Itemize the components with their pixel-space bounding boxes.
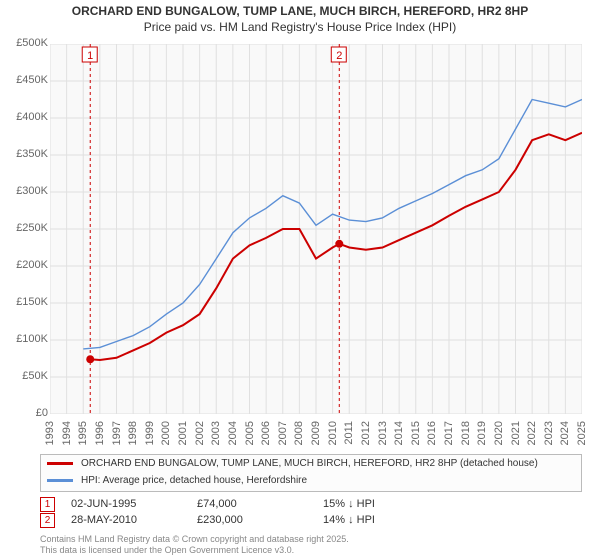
x-axis-label: 1994 — [61, 421, 73, 451]
legend-swatch — [47, 462, 73, 465]
legend-label: ORCHARD END BUNGALOW, TUMP LANE, MUCH BI… — [81, 458, 538, 469]
legend-label: HPI: Average price, detached house, Here… — [81, 475, 307, 486]
svg-text:1: 1 — [87, 50, 93, 62]
title-line1: ORCHARD END BUNGALOW, TUMP LANE, MUCH BI… — [72, 4, 528, 18]
x-axis-label: 1998 — [127, 421, 139, 451]
x-axis-label: 2014 — [393, 421, 405, 451]
footer-line1: Contains HM Land Registry data © Crown c… — [40, 534, 349, 544]
x-axis-label: 2015 — [410, 421, 422, 451]
x-axis-label: 2024 — [559, 421, 571, 451]
legend-box: ORCHARD END BUNGALOW, TUMP LANE, MUCH BI… — [40, 454, 582, 492]
sale-delta: 15% ↓ HPI — [323, 498, 443, 510]
x-axis-label: 2000 — [160, 421, 172, 451]
x-axis-label: 2001 — [177, 421, 189, 451]
x-axis-label: 2004 — [227, 421, 239, 451]
x-axis-label: 1999 — [144, 421, 156, 451]
x-axis-label: 2012 — [360, 421, 372, 451]
chart-plot: 12 — [50, 44, 582, 414]
x-axis-label: 2021 — [510, 421, 522, 451]
sale-row: 1 02-JUN-1995 £74,000 15% ↓ HPI — [40, 496, 580, 512]
x-axis-label: 2009 — [310, 421, 322, 451]
sale-date: 28-MAY-2010 — [71, 514, 191, 526]
x-axis-label: 2013 — [377, 421, 389, 451]
sale-row: 2 28-MAY-2010 £230,000 14% ↓ HPI — [40, 512, 580, 528]
x-axis-label: 2018 — [460, 421, 472, 451]
y-axis-label: £250K — [0, 222, 48, 234]
x-axis-label: 1997 — [111, 421, 123, 451]
x-axis-label: 2010 — [327, 421, 339, 451]
x-axis-label: 2008 — [293, 421, 305, 451]
legend-item: ORCHARD END BUNGALOW, TUMP LANE, MUCH BI… — [41, 455, 581, 472]
x-axis-label: 2003 — [210, 421, 222, 451]
legend-swatch — [47, 479, 73, 482]
x-axis-label: 1993 — [44, 421, 56, 451]
svg-text:2: 2 — [336, 50, 342, 62]
y-axis-label: £100K — [0, 333, 48, 345]
x-axis-label: 2022 — [526, 421, 538, 451]
y-axis-label: £450K — [0, 74, 48, 86]
x-axis-label: 2007 — [277, 421, 289, 451]
x-axis-label: 2017 — [443, 421, 455, 451]
x-axis-label: 2002 — [194, 421, 206, 451]
footer-text: Contains HM Land Registry data © Crown c… — [40, 534, 580, 556]
sale-price: £74,000 — [197, 498, 317, 510]
y-axis-label: £200K — [0, 259, 48, 271]
y-axis-label: £300K — [0, 185, 48, 197]
y-axis-label: £150K — [0, 296, 48, 308]
x-axis-label: 1996 — [94, 421, 106, 451]
x-axis-label: 2005 — [244, 421, 256, 451]
y-axis-label: £350K — [0, 148, 48, 160]
y-axis-label: £500K — [0, 37, 48, 49]
chart-title: ORCHARD END BUNGALOW, TUMP LANE, MUCH BI… — [0, 4, 600, 35]
legend-item: HPI: Average price, detached house, Here… — [41, 472, 581, 489]
x-axis-label: 2019 — [476, 421, 488, 451]
x-axis-label: 2011 — [343, 421, 355, 451]
x-axis-label: 2025 — [576, 421, 588, 451]
x-axis-label: 1995 — [77, 421, 89, 451]
y-axis-label: £50K — [0, 370, 48, 382]
title-line2: Price paid vs. HM Land Registry's House … — [144, 20, 456, 34]
x-axis-label: 2023 — [543, 421, 555, 451]
y-axis-label: £400K — [0, 111, 48, 123]
sales-list: 1 02-JUN-1995 £74,000 15% ↓ HPI 2 28-MAY-2010… — [40, 496, 580, 528]
sale-date: 02-JUN-1995 — [71, 498, 191, 510]
sale-delta: 14% ↓ HPI — [323, 514, 443, 526]
sale-marker-icon: 1 — [40, 497, 55, 512]
y-axis-label: £0 — [0, 407, 48, 419]
x-axis-label: 2006 — [260, 421, 272, 451]
sale-marker-icon: 2 — [40, 513, 55, 528]
footer-line2: This data is licensed under the Open Gov… — [40, 545, 294, 555]
x-axis-label: 2016 — [426, 421, 438, 451]
x-axis-label: 2020 — [493, 421, 505, 451]
sale-price: £230,000 — [197, 514, 317, 526]
